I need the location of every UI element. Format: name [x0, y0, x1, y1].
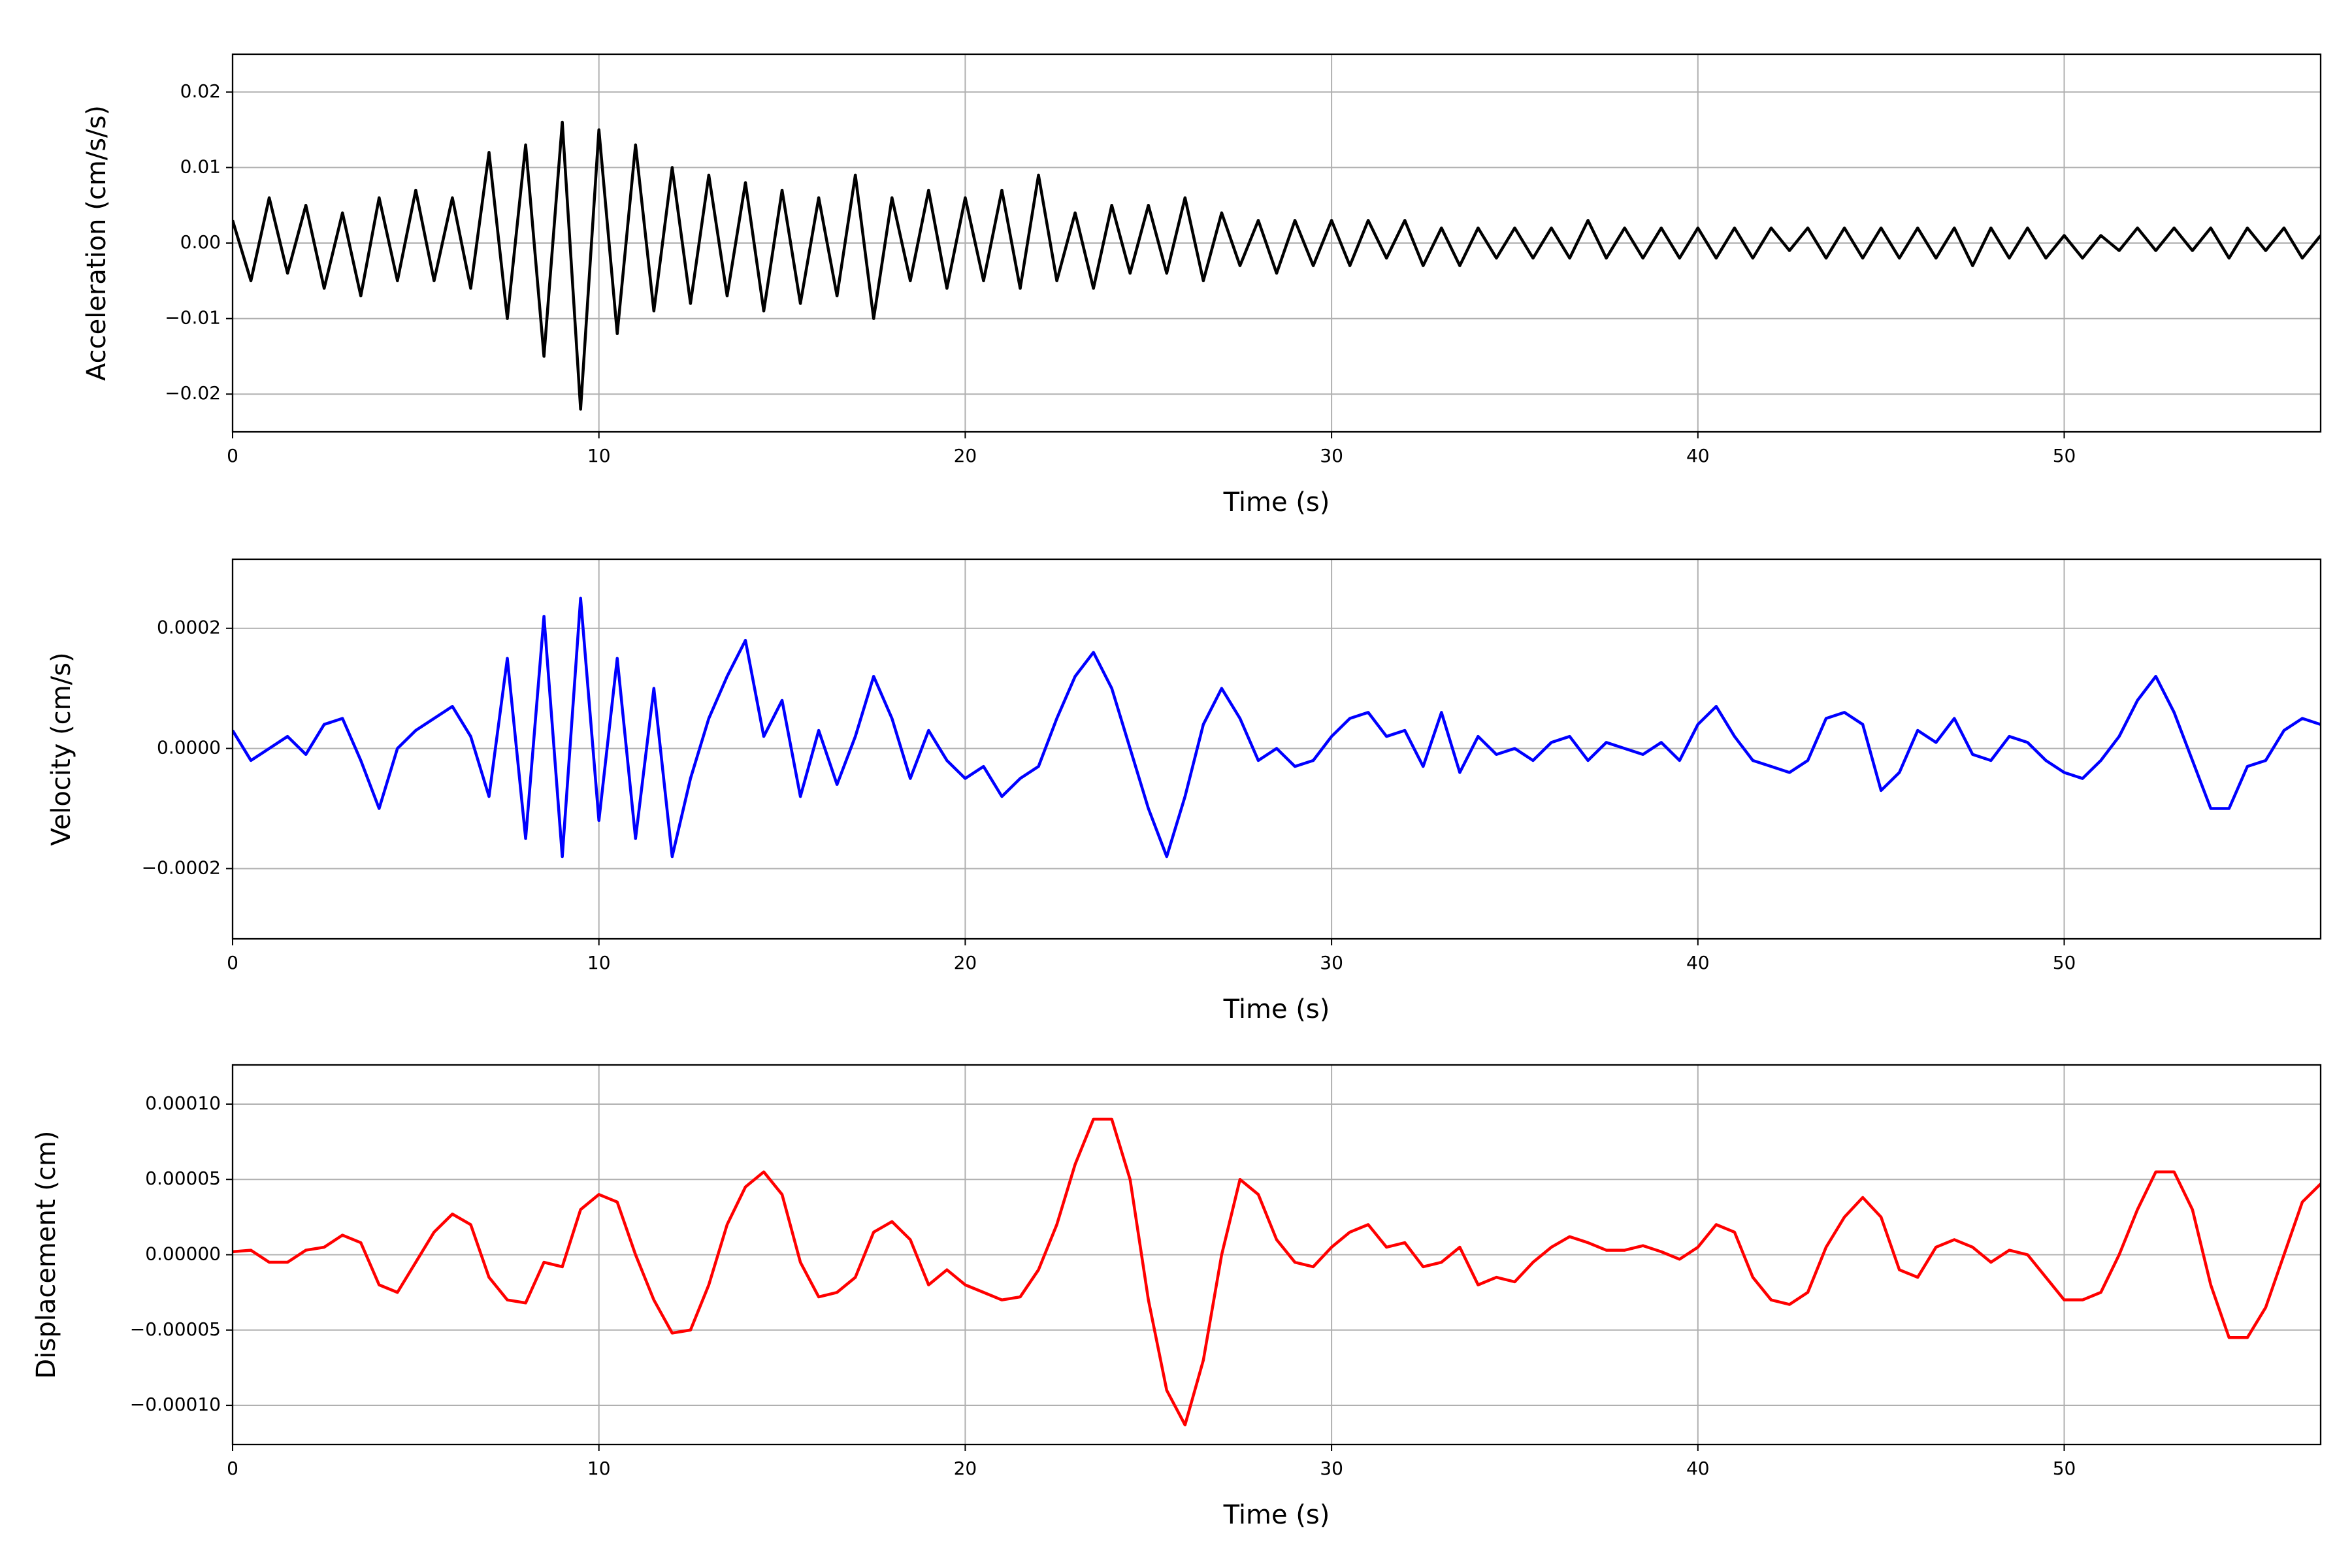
data-line — [233, 1117, 2321, 1427]
y-axis-label: Velocity (cm/s) — [46, 652, 76, 845]
x-axis-label: Time (s) — [1223, 487, 1330, 517]
y-axis-label: Displacement (cm) — [31, 1131, 61, 1379]
plot-area — [233, 120, 2321, 411]
y-tick-label: −0.00010 — [130, 1394, 221, 1415]
x-tick-label: 20 — [954, 952, 977, 973]
x-tick-label: 20 — [954, 445, 977, 466]
x-tick-label: 30 — [1320, 1458, 1343, 1479]
x-tick-label: 0 — [227, 445, 238, 466]
x-tick-label: 50 — [2053, 952, 2076, 973]
x-tick-label: 30 — [1320, 445, 1343, 466]
y-tick-label: −0.00005 — [130, 1318, 221, 1340]
x-tick-label: 50 — [2053, 1458, 2076, 1479]
y-tick-label: 0.0000 — [157, 737, 221, 759]
x-axis-label: Time (s) — [1223, 994, 1330, 1024]
y-tick-label: 0.02 — [180, 80, 221, 102]
y-tick-label: −0.0002 — [142, 857, 221, 878]
x-tick-label: 10 — [587, 1458, 611, 1479]
axes-frame — [231, 1064, 2322, 1446]
subplot: 0 10 20 30 40 50 −0.00010 −0.00005 0.00000 0.0000… — [31, 1064, 2322, 1530]
axes-frame — [231, 53, 2322, 433]
y-tick-label: −0.01 — [165, 307, 221, 329]
x-tick-label: 0 — [227, 952, 238, 973]
x-tick-label: 30 — [1320, 952, 1343, 973]
x-axis-label: Time (s) — [1223, 1500, 1330, 1530]
plot-area — [233, 1117, 2321, 1427]
x-tick-label: 40 — [1686, 1458, 1710, 1479]
x-tick-label: 10 — [587, 445, 611, 466]
subplot: 0 10 20 30 40 50 −0.02 −0.01 0.00 0.01 0.02 Time (s… — [82, 53, 2322, 517]
x-tick-label: 40 — [1686, 952, 1710, 973]
plot-area — [233, 596, 2321, 858]
x-tick-label: 50 — [2053, 445, 2076, 466]
y-tick-label: −0.02 — [165, 382, 221, 404]
data-line — [233, 120, 2321, 411]
x-tick-label: 20 — [954, 1458, 977, 1479]
x-tick-label: 40 — [1686, 445, 1710, 466]
axes-frame — [231, 558, 2322, 940]
data-line — [233, 596, 2321, 858]
y-tick-label: 0.00000 — [145, 1243, 221, 1265]
y-tick-label: 0.00010 — [145, 1092, 221, 1114]
y-tick-label: 0.00005 — [145, 1168, 221, 1189]
y-axis-label: Acceleration (cm/s/s) — [82, 105, 112, 381]
y-tick-label: 0.01 — [180, 155, 221, 177]
x-tick-label: 10 — [587, 952, 611, 973]
subplot: 0 10 20 30 40 50 −0.0002 0.0000 0.0002 Time (s) Ve… — [46, 558, 2322, 1024]
x-tick-label: 0 — [227, 1458, 238, 1479]
y-tick-label: 0.00 — [180, 231, 221, 253]
y-tick-label: 0.0002 — [157, 617, 221, 638]
